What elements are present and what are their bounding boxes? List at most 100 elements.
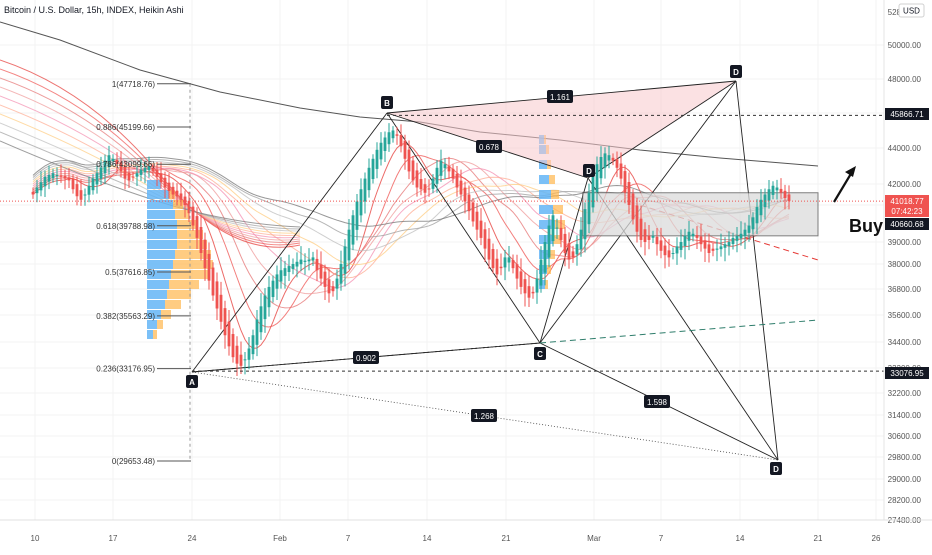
vp-bar-blue <box>539 265 547 274</box>
candle-body <box>155 169 159 177</box>
candle-body <box>527 286 531 298</box>
candle-body <box>631 193 635 220</box>
candle-body <box>231 334 235 358</box>
candle-body <box>663 245 667 256</box>
candle-body <box>223 308 227 336</box>
candle-body <box>79 190 83 200</box>
candle-body <box>775 187 779 191</box>
candle-body <box>475 211 479 230</box>
vp-bar-orange <box>555 220 565 229</box>
candle-body <box>391 130 395 139</box>
candle-body <box>655 236 659 245</box>
candle-body <box>603 153 607 168</box>
candle-body <box>39 182 43 191</box>
candle-body <box>559 227 563 240</box>
candle-body <box>755 207 759 224</box>
currency-badge[interactable] <box>898 3 925 18</box>
candle-body <box>683 235 687 246</box>
candle-body <box>595 164 599 193</box>
candle-body <box>367 167 371 191</box>
ratio-label: 0.902 <box>356 354 377 363</box>
range-box <box>582 192 819 237</box>
candle-body <box>511 259 515 269</box>
vp-bar-orange <box>549 175 555 184</box>
candle-body <box>743 229 747 237</box>
candle-body <box>307 259 311 262</box>
ratio-label-bg <box>353 351 379 364</box>
candle-body <box>547 225 551 258</box>
candle-body <box>359 189 363 216</box>
point-label-bg <box>381 96 393 109</box>
ribbon-line <box>32 155 790 328</box>
candle-body <box>271 280 275 298</box>
candle-body <box>263 295 267 320</box>
horizontal-lines <box>0 114 884 372</box>
price-label: 40660.68 <box>890 220 924 229</box>
vp-bar-orange <box>173 200 183 209</box>
vp-bar-orange <box>169 280 199 289</box>
candle-body <box>319 264 323 279</box>
candle-body <box>523 279 527 294</box>
price-tick-label: 50000.00 <box>888 41 922 50</box>
chart-title: Bitcoin / U.S. Dollar, 15h, INDEX, Heiki… <box>4 5 184 15</box>
time-tick-label: 17 <box>109 534 118 543</box>
candle-body <box>299 259 303 265</box>
price-axis[interactable]: 52800.0050000.0048000.0046000.0044000.00… <box>888 8 922 525</box>
fib-level-label: 0.886(45199.66) <box>96 123 155 132</box>
vp-bar-orange <box>547 265 551 274</box>
candle-body <box>95 173 99 185</box>
candle-body <box>567 243 571 260</box>
candle-body <box>259 306 263 333</box>
candle-body <box>639 218 643 240</box>
time-tick-label: 21 <box>502 534 511 543</box>
candle-body <box>335 278 339 289</box>
candle-body <box>727 242 731 246</box>
candle-body <box>671 253 675 254</box>
candle-body <box>707 244 711 253</box>
candle-body <box>187 200 191 214</box>
candle-body <box>695 235 699 238</box>
currency-label: USD <box>903 7 920 16</box>
candle-body <box>251 335 255 355</box>
price-tick-label: 31400.00 <box>888 411 922 420</box>
candle-body <box>739 233 743 239</box>
candle-body <box>487 238 491 260</box>
candle-body <box>175 190 179 197</box>
candle-body <box>395 134 399 136</box>
price-label: 41018.77 <box>890 197 924 206</box>
vp-bar-blue <box>147 210 175 219</box>
candle-body <box>783 190 787 198</box>
candle-body <box>443 164 447 169</box>
candle-body <box>295 261 299 267</box>
candle-body <box>131 176 135 178</box>
point-label: A <box>189 378 195 387</box>
ratio-label-bg <box>471 409 497 422</box>
candle-body <box>235 345 239 364</box>
candle-body <box>771 185 775 195</box>
candle-body <box>59 175 63 177</box>
time-tick-label: Mar <box>587 534 601 543</box>
candle-body <box>139 169 143 175</box>
candle-body <box>679 242 683 250</box>
candle-body <box>779 188 783 193</box>
point-label-bg <box>730 65 742 78</box>
candle-body <box>651 235 655 238</box>
candle-body <box>347 229 351 261</box>
point-label-bg <box>770 462 782 475</box>
pattern-leg <box>539 177 589 344</box>
candle-body <box>323 271 327 287</box>
candle-body <box>555 227 559 229</box>
candle-body <box>111 158 115 162</box>
candle-body <box>167 182 171 191</box>
candle-body <box>143 167 147 173</box>
candle-body <box>403 140 407 159</box>
candle-body <box>483 229 487 249</box>
candle-body <box>199 226 203 253</box>
price-label: 07:42:23 <box>891 207 923 216</box>
vp-bar-blue <box>147 270 171 279</box>
vp-bar-orange <box>553 205 563 214</box>
time-axis[interactable]: 10 17 24 Feb 7 14 21 Mar 7 14 21 26 <box>31 534 881 543</box>
price-tick-label: 48000.00 <box>888 75 922 84</box>
